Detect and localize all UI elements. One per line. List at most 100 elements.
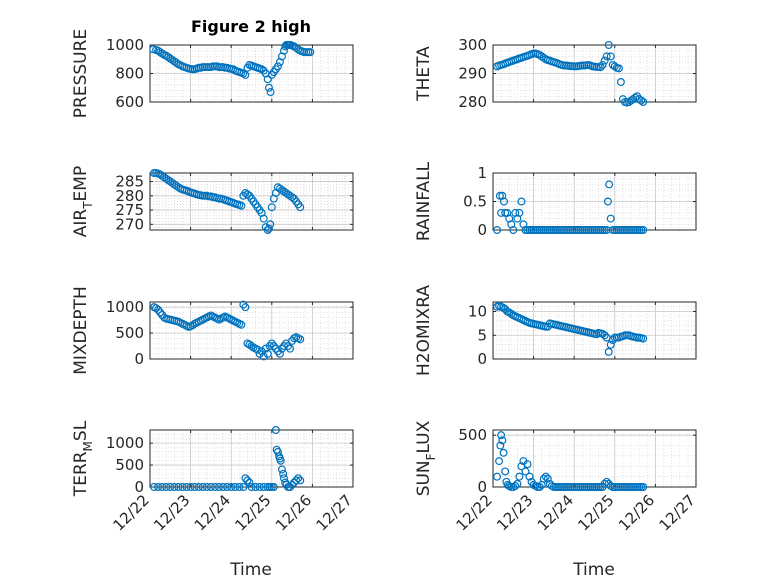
data-point — [239, 69, 248, 78]
data-point — [517, 197, 526, 206]
data-point — [154, 483, 163, 492]
data-point — [498, 436, 507, 445]
x-tick-label: 12/23 — [493, 491, 536, 534]
data-point — [498, 191, 507, 200]
data-point — [202, 483, 211, 492]
data-point — [592, 330, 601, 339]
data-point — [602, 226, 611, 235]
data-point — [543, 474, 552, 483]
x-tick-label: 12/27 — [656, 491, 699, 534]
data-point — [294, 474, 303, 483]
data-point — [279, 469, 288, 478]
panel-terr_msl: 0 500 1000 TERRMSL 12/2212/2312/2412/2512/26… — [71, 420, 356, 534]
data-point — [286, 483, 295, 492]
y-axis-label-7: SUNFLUX — [414, 420, 438, 496]
y-axis-label-4: MIXDEPTH — [71, 286, 91, 375]
data-point — [263, 349, 272, 358]
data-point — [603, 197, 612, 206]
data-point — [267, 203, 276, 212]
data-point — [271, 426, 280, 435]
data-point — [600, 56, 609, 65]
data-point — [158, 483, 167, 492]
data-point — [606, 340, 615, 349]
y-tick-label: 800 — [115, 65, 144, 83]
x-tick-label: 12/25 — [574, 491, 617, 534]
data-point — [606, 52, 615, 61]
data-point — [639, 334, 648, 343]
data-point — [273, 62, 282, 71]
figure-title: Figure 2 high — [191, 17, 311, 36]
data-point — [259, 214, 268, 223]
data-point — [227, 483, 236, 492]
data-point — [259, 352, 268, 361]
data-point — [499, 197, 508, 206]
data-point — [237, 201, 246, 210]
data-point — [251, 483, 260, 492]
data-point — [602, 477, 611, 486]
data-point — [292, 476, 301, 485]
data-point — [241, 303, 250, 312]
data-point — [515, 472, 524, 481]
data-point — [493, 226, 502, 235]
data-point — [174, 483, 183, 492]
y-tick-label: 5 — [477, 326, 487, 344]
data-point — [243, 190, 252, 199]
data-point — [261, 344, 270, 353]
y-tick-label: 0 — [477, 478, 487, 496]
data-point — [513, 479, 522, 488]
panel-h2omixra: 0 5 10 H2OMIXRA — [414, 285, 697, 376]
y-tick-label: 270 — [115, 215, 144, 233]
plot-area-terr_msl — [150, 430, 353, 487]
data-point — [158, 49, 167, 58]
data-point — [296, 476, 305, 485]
y-tick-label: 0.5 — [463, 193, 487, 211]
y-tick-label: 0 — [134, 350, 144, 368]
data-point — [178, 483, 187, 492]
data-point — [264, 83, 273, 92]
y-tick-label: 1000 — [106, 298, 144, 316]
data-point — [515, 208, 524, 217]
x-axis-label-left: Time — [229, 560, 272, 580]
x-tick-label: 12/25 — [231, 491, 274, 534]
data-point — [245, 478, 254, 487]
data-point — [523, 460, 532, 469]
x-tick-label: 12/24 — [191, 491, 234, 534]
x-tick-label: 12/22 — [110, 491, 153, 534]
x-tick-label: 12/26 — [272, 491, 315, 534]
data-point — [535, 483, 544, 492]
data-point — [541, 472, 550, 481]
panel-theta: 280 290 300 THETA — [414, 36, 697, 111]
data-point — [614, 64, 623, 73]
data-point — [497, 208, 506, 217]
data-point — [253, 345, 262, 354]
data-point — [235, 483, 244, 492]
data-point — [275, 349, 284, 358]
data-point — [194, 483, 203, 492]
data-point — [257, 65, 266, 74]
x-tick-label: 12/24 — [534, 491, 577, 534]
data-point — [264, 224, 273, 233]
y-tick-label: 280 — [458, 93, 487, 111]
data-point — [276, 456, 285, 465]
data-point — [637, 96, 646, 105]
data-point — [539, 474, 548, 483]
axes-box-air_temp — [149, 172, 354, 231]
data-point — [186, 483, 195, 492]
data-point — [605, 180, 614, 189]
data-point — [219, 483, 228, 492]
data-point — [231, 483, 240, 492]
panel-pressure: 600 800 1000 PRESSURE — [71, 29, 354, 118]
data-point — [288, 480, 297, 489]
data-point — [239, 483, 248, 492]
data-point — [509, 226, 518, 235]
data-point — [206, 483, 215, 492]
y-tick-label: 275 — [115, 201, 144, 219]
data-point — [610, 62, 619, 71]
data-point — [210, 483, 219, 492]
data-point — [288, 193, 297, 202]
data-point — [266, 220, 275, 229]
y-tick-label: 500 — [115, 324, 144, 342]
data-point — [639, 226, 648, 235]
